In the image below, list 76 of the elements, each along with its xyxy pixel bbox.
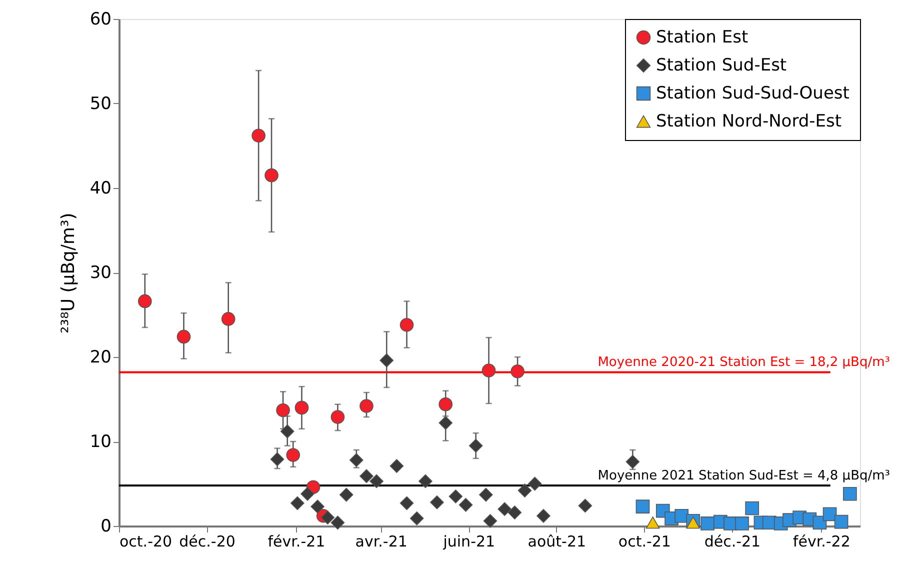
- point: [400, 496, 414, 510]
- point: [735, 516, 749, 530]
- point: [138, 294, 152, 308]
- point: [468, 438, 483, 453]
- point: [498, 502, 512, 516]
- x-tick-label: juin-21: [442, 532, 496, 550]
- point: [349, 453, 364, 468]
- point: [410, 511, 424, 526]
- point: [418, 474, 432, 488]
- ref-line-label: Moyenne 2020-21 Station Est = 18,2 µBq/m³: [598, 355, 890, 370]
- point: [339, 488, 354, 502]
- point: [448, 490, 463, 504]
- legend-label: Station Sud-Sud-Ouest: [656, 84, 850, 104]
- point: [674, 508, 689, 523]
- point: [300, 486, 314, 501]
- point: [745, 501, 760, 516]
- point: [686, 516, 700, 529]
- point: [176, 330, 191, 344]
- point: [510, 364, 524, 378]
- legend-label: Station Est: [656, 28, 748, 48]
- point: [330, 410, 345, 424]
- y-tick-label: 0: [100, 516, 112, 536]
- point: [482, 364, 496, 378]
- point: [290, 496, 304, 510]
- point: [508, 506, 522, 520]
- y-tick-label: 10: [90, 432, 112, 452]
- x-tick-label: déc.-21: [704, 532, 761, 550]
- point: [276, 403, 290, 418]
- point: [636, 500, 650, 514]
- point: [330, 516, 345, 530]
- point: [483, 514, 498, 528]
- point: [478, 488, 493, 502]
- point: [438, 416, 453, 430]
- point: [264, 168, 278, 182]
- x-tick-label: déc.-20: [179, 532, 236, 550]
- point: [390, 459, 404, 473]
- point: [700, 516, 714, 530]
- point: [626, 454, 640, 469]
- y-tick-label: 20: [90, 348, 112, 368]
- x-tick-label: oct.-20: [120, 532, 172, 550]
- point: [294, 400, 309, 415]
- point: [430, 495, 444, 510]
- point: [360, 469, 374, 484]
- y-tick-label: 50: [90, 94, 112, 114]
- point: [834, 514, 848, 529]
- point: [843, 486, 857, 501]
- y-axis-title: ²³⁸U (µBq/m³): [58, 212, 79, 334]
- y-tick-label: 60: [90, 10, 112, 30]
- point: [438, 397, 453, 412]
- point: [360, 399, 374, 413]
- point: [380, 353, 394, 368]
- point: [320, 510, 335, 524]
- point: [280, 424, 294, 438]
- point: [518, 484, 532, 498]
- ref-line-label: Moyenne 2021 Station Sud-Est = 4,8 µBq/m³: [598, 468, 890, 484]
- x-tick-label: févr.-22: [792, 532, 850, 550]
- point: [370, 474, 384, 488]
- point: [221, 312, 236, 326]
- point: [270, 452, 284, 466]
- point: [400, 318, 414, 332]
- point: [310, 500, 324, 514]
- legend-label: Station Sud-Est: [656, 56, 787, 76]
- point: [458, 498, 473, 512]
- point: [536, 508, 550, 523]
- y-tick-label: 30: [90, 263, 112, 283]
- legend-label: Station Nord-Nord-Est: [656, 112, 842, 132]
- point: [578, 498, 592, 513]
- x-tick-label: oct.-21: [618, 532, 671, 550]
- x-tick-label: avr.-21: [355, 532, 408, 550]
- point: [252, 128, 266, 143]
- x-tick-label: août-21: [528, 532, 586, 550]
- y-tick-label: 40: [90, 178, 112, 198]
- point: [646, 516, 660, 529]
- point: [528, 476, 542, 491]
- point: [286, 448, 300, 462]
- x-tick-label: févr.-21: [268, 532, 326, 550]
